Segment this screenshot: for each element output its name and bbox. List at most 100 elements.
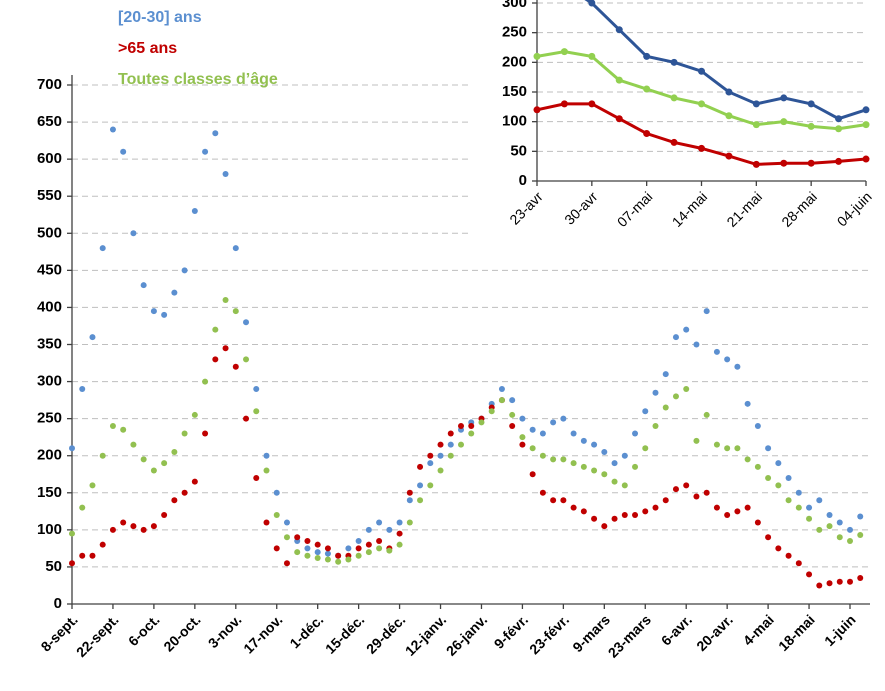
data-point <box>120 148 127 155</box>
data-point <box>314 555 321 562</box>
y-tick-label: 100 <box>502 113 527 130</box>
data-point <box>754 463 761 470</box>
y-tick-label: 250 <box>37 410 62 427</box>
data-point <box>560 415 567 422</box>
data-point <box>437 452 444 459</box>
data-point <box>120 426 127 433</box>
data-point <box>345 556 352 563</box>
data-point <box>775 460 782 467</box>
data-point <box>212 326 219 333</box>
data-point <box>478 419 485 426</box>
data-point <box>263 467 270 474</box>
plot <box>69 126 864 589</box>
data-point <box>243 415 250 422</box>
data-point <box>588 0 596 7</box>
data-point <box>365 541 372 548</box>
data-point <box>698 100 705 108</box>
data-point <box>458 441 464 448</box>
data-point <box>752 100 760 108</box>
x-tick-label: 3-nov. <box>205 611 245 651</box>
data-point <box>89 482 96 489</box>
data-point <box>591 441 598 448</box>
data-point <box>683 326 690 333</box>
data-point <box>765 474 772 481</box>
data-point <box>232 245 239 252</box>
x-tick-label: 4-mai <box>740 611 777 648</box>
data-point <box>335 552 342 559</box>
data-point <box>130 523 137 530</box>
data-point <box>672 334 679 341</box>
data-point <box>652 389 659 396</box>
data-point <box>588 52 596 60</box>
data-point <box>780 118 788 126</box>
data-point <box>713 504 720 511</box>
data-point <box>324 545 331 552</box>
data-point <box>314 541 321 548</box>
data-point <box>570 460 577 467</box>
data-point <box>263 452 270 459</box>
data-point <box>202 148 209 155</box>
data-point <box>780 159 788 167</box>
y-tick-label: 400 <box>37 298 62 315</box>
data-point <box>140 526 147 533</box>
data-point <box>795 489 802 496</box>
data-point <box>283 519 290 526</box>
y-tick-label: 550 <box>37 187 62 204</box>
data-point <box>642 408 649 415</box>
data-point <box>417 482 424 489</box>
data-point <box>642 508 649 515</box>
data-point <box>580 463 587 470</box>
data-point <box>560 497 567 504</box>
data-point <box>862 121 870 129</box>
data-point <box>79 504 86 511</box>
data-point <box>785 552 792 559</box>
data-point <box>570 504 577 511</box>
data-point <box>519 441 526 448</box>
x-tick-label: 23-mars <box>605 611 654 660</box>
y-tick-label: 50 <box>45 558 62 575</box>
data-point <box>662 371 669 378</box>
y-tick-label: 100 <box>37 521 62 538</box>
data-point <box>427 482 434 489</box>
data-point <box>847 526 853 533</box>
data-point <box>529 445 536 452</box>
data-point <box>807 159 815 167</box>
data-point <box>862 106 870 114</box>
data-point <box>253 408 260 415</box>
data-point <box>672 393 679 400</box>
data-point <box>386 526 393 533</box>
data-point <box>713 348 720 355</box>
data-point <box>191 411 198 418</box>
data-point <box>591 467 598 474</box>
data-point <box>447 430 454 437</box>
data-point <box>643 85 651 93</box>
data-point <box>632 430 639 437</box>
data-point <box>826 512 833 519</box>
data-point <box>406 497 413 504</box>
x-tick-label: 12-janv. <box>402 611 449 658</box>
data-point <box>355 545 362 552</box>
data-point <box>643 130 651 138</box>
data-point <box>171 449 178 456</box>
data-point <box>519 434 526 441</box>
data-point <box>150 467 157 474</box>
data-point <box>806 515 813 522</box>
data-point <box>698 144 705 152</box>
data-point <box>752 121 760 129</box>
data-point <box>724 445 731 452</box>
data-point <box>396 519 403 526</box>
data-point <box>724 512 731 519</box>
data-point <box>806 504 813 511</box>
data-point <box>365 549 372 556</box>
data-point <box>468 430 475 437</box>
data-point <box>533 106 541 114</box>
data-point <box>632 463 639 470</box>
data-point <box>588 100 596 108</box>
data-point <box>693 437 700 444</box>
data-point <box>765 445 772 452</box>
data-point <box>150 523 157 530</box>
data-point <box>539 452 546 459</box>
data-point <box>519 415 526 422</box>
data-point <box>632 512 639 519</box>
data-point <box>447 441 454 448</box>
